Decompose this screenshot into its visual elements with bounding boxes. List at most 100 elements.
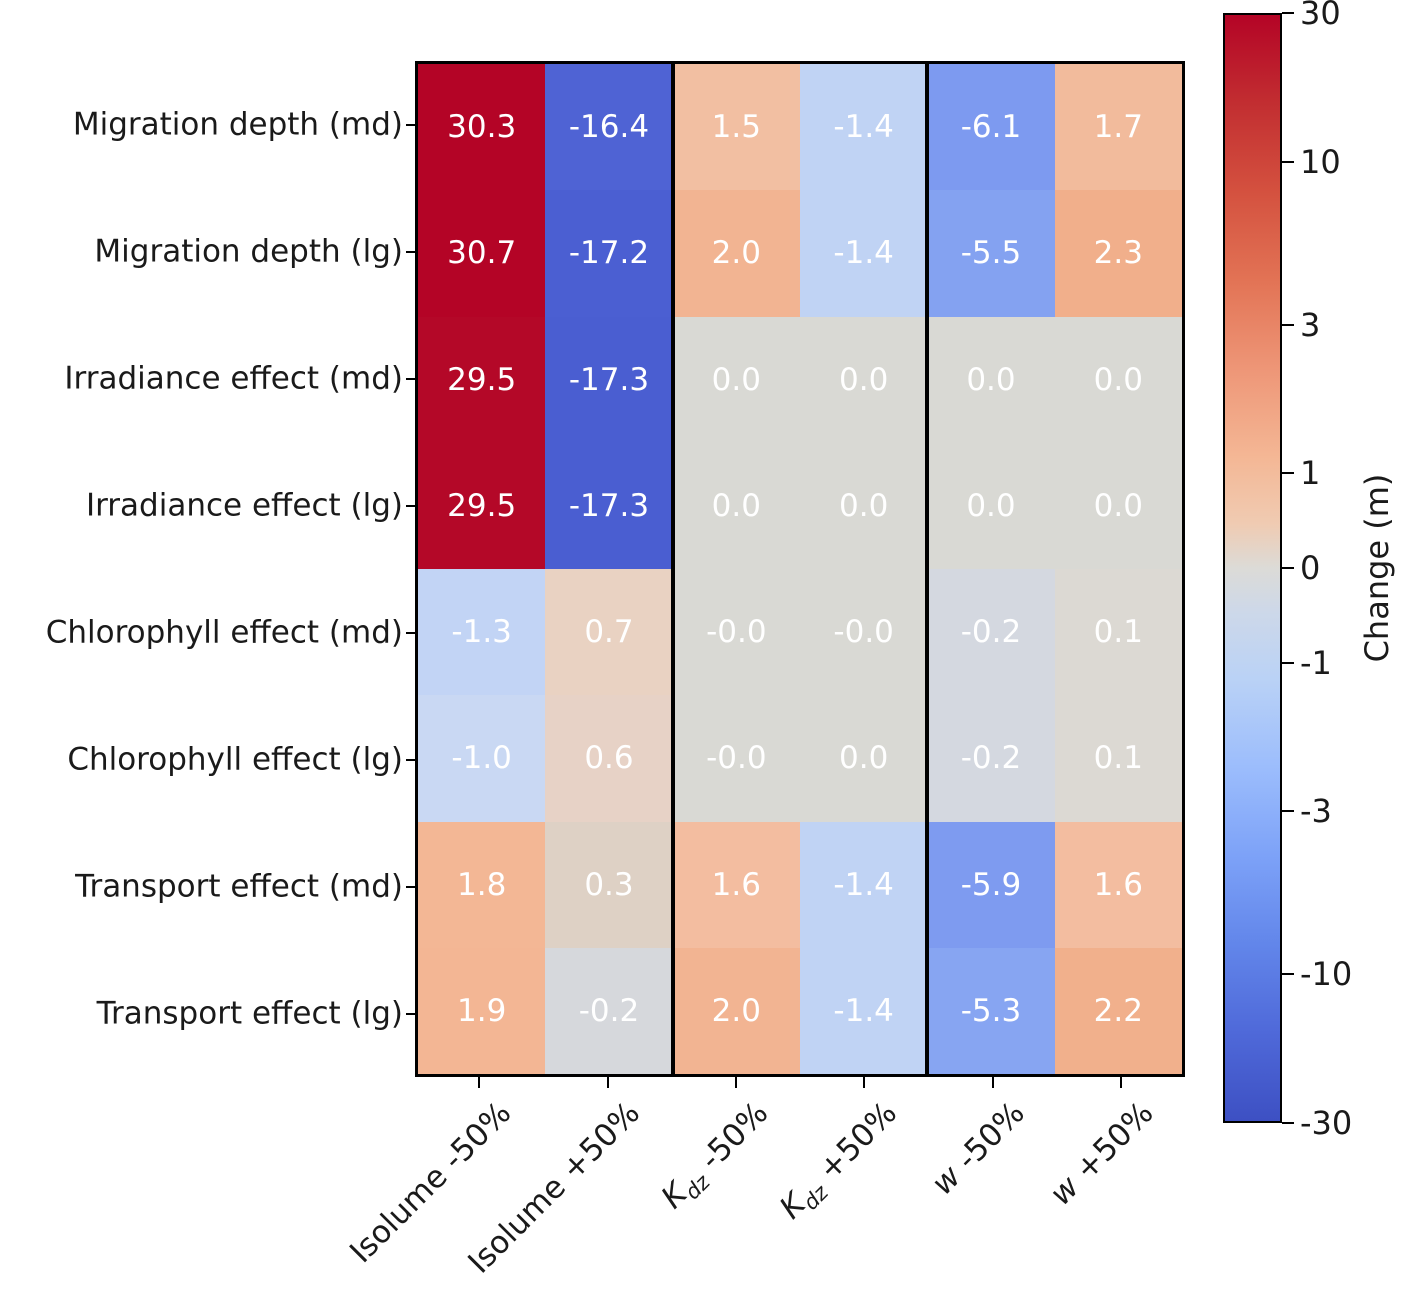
cell-value: -1.0 <box>451 740 512 777</box>
x-tick-mark <box>1119 1077 1122 1088</box>
heatmap-cell: 0.1 <box>1054 569 1182 696</box>
heatmap-cell: 2.3 <box>1054 190 1182 317</box>
heatmap-cell: 1.8 <box>418 821 546 948</box>
heatmap-cell: -17.3 <box>545 316 673 443</box>
cell-value: -17.3 <box>568 487 650 524</box>
heatmap-cell: -0.2 <box>927 695 1055 822</box>
cell-value: 0.1 <box>1093 614 1143 651</box>
column-label: w +50% <box>1042 1095 1161 1213</box>
heatmap-cell: 0.0 <box>1054 442 1182 569</box>
row-label: Transport effect (lg) <box>96 994 403 1031</box>
heatmap-cell: 0.3 <box>545 821 673 948</box>
cell-value: 0.0 <box>966 487 1016 524</box>
heatmap-cell: 2.2 <box>1054 947 1182 1074</box>
cell-value: -0.2 <box>960 740 1022 777</box>
heatmap-cell: 0.6 <box>545 695 673 822</box>
row-label: Chlorophyll effect (md) <box>45 613 403 650</box>
heatmap-cell: -5.3 <box>927 947 1055 1074</box>
y-tick-mark <box>406 377 415 380</box>
cell-value: 1.7 <box>1093 109 1143 146</box>
heatmap-cell: -1.4 <box>800 821 928 948</box>
colorbar-tick-label: -3 <box>1300 792 1332 831</box>
heatmap-cell: -1.0 <box>418 695 546 822</box>
column-label: w -50% <box>924 1095 1032 1202</box>
colorbar-tick-label: 10 <box>1300 142 1341 181</box>
heatmap-cell: 30.3 <box>418 64 546 191</box>
cell-value: 1.6 <box>711 866 761 903</box>
colorbar-tick-mark <box>1282 160 1294 163</box>
cell-value: 0.3 <box>584 866 634 903</box>
cell-value: -1.4 <box>833 866 894 903</box>
heatmap-cell: -5.9 <box>927 821 1055 948</box>
y-tick-mark <box>406 631 415 634</box>
heatmap-cell: 2.0 <box>672 947 800 1074</box>
heatmap-cell: 1.6 <box>1054 821 1182 948</box>
cell-value: 0.1 <box>1093 740 1143 777</box>
cell-value: -5.9 <box>960 866 1022 903</box>
cell-value: 30.7 <box>447 235 517 272</box>
colorbar-tick-label: 3 <box>1300 305 1321 344</box>
y-tick-mark <box>406 885 415 888</box>
x-tick-mark <box>863 1077 866 1088</box>
colorbar-tick-mark <box>1282 471 1294 474</box>
heatmap-cell: -5.5 <box>927 190 1055 317</box>
column-group-separator <box>670 64 675 1074</box>
y-tick-mark <box>406 504 415 507</box>
heatmap-cell: -0.2 <box>927 569 1055 696</box>
colorbar-tick-mark <box>1282 973 1294 976</box>
cell-value: 0.7 <box>584 614 634 651</box>
heatmap-cell: 0.0 <box>800 316 928 443</box>
heatmap-cell: 0.0 <box>927 442 1055 569</box>
heatmap-cell: -1.4 <box>800 947 928 1074</box>
cell-value: 0.0 <box>839 361 889 398</box>
heatmap-cell: 0.0 <box>672 316 800 443</box>
cell-value: 0.0 <box>711 361 761 398</box>
cell-value: -0.0 <box>833 614 894 651</box>
colorbar-tick-mark <box>1282 810 1294 813</box>
heatmap-cell: 1.7 <box>1054 64 1182 191</box>
cell-value: -0.0 <box>706 614 767 651</box>
cell-value: -0.2 <box>960 614 1022 651</box>
cell-value: 0.0 <box>839 740 889 777</box>
heatmap-cell: -0.0 <box>800 569 928 696</box>
column-label: Kdz -50% <box>654 1095 776 1216</box>
column-group-separator <box>925 64 930 1074</box>
heatmap-cell: -0.0 <box>672 695 800 822</box>
colorbar-tick-label: -10 <box>1300 955 1353 994</box>
cell-value: 2.2 <box>1093 992 1143 1029</box>
heatmap-cell: -16.4 <box>545 64 673 191</box>
heatmap-cell: -0.0 <box>672 569 800 696</box>
x-tick-mark <box>991 1077 994 1088</box>
cell-value: 30.3 <box>447 109 517 146</box>
y-tick-mark <box>406 123 415 126</box>
colorbar-tick-mark <box>1282 567 1294 569</box>
heatmap-cell: 0.0 <box>800 695 928 822</box>
x-tick-mark <box>734 1077 737 1088</box>
cell-value: 0.6 <box>584 740 634 777</box>
row-label: Migration depth (lg) <box>94 232 403 269</box>
heatmap-cell: 1.6 <box>672 821 800 948</box>
cell-value: 1.6 <box>1093 866 1143 903</box>
colorbar-tick-mark <box>1282 662 1294 665</box>
heatmap-grid: 30.3 -16.4 1.5 -1.4 -6.1 1.7 30.7 -17.2 2.0 -1.4 -… <box>415 61 1185 1077</box>
y-tick-mark <box>406 758 415 761</box>
colorbar-tick-label: -30 <box>1300 1104 1353 1142</box>
colorbar-axis-label: Change (m) <box>1358 473 1396 663</box>
y-tick-mark <box>406 1012 415 1015</box>
cell-value: -17.3 <box>568 361 650 398</box>
row-label: Migration depth (md) <box>72 105 403 142</box>
heatmap-cell: -17.3 <box>545 442 673 569</box>
cell-value: 1.8 <box>457 866 507 903</box>
colorbar-tick-label: -1 <box>1300 644 1332 683</box>
cell-value: -0.2 <box>578 992 640 1029</box>
cell-value: 0.0 <box>966 361 1016 398</box>
cell-value: 2.0 <box>711 235 761 272</box>
cell-value: 29.5 <box>447 487 517 524</box>
colorbar-tick-mark <box>1282 323 1294 326</box>
heatmap-cell: 1.9 <box>418 947 546 1074</box>
column-label: Kdz +50% <box>772 1095 904 1227</box>
colorbar-tick-label: 30 <box>1300 0 1341 32</box>
cell-value: 1.5 <box>711 109 761 146</box>
colorbar-tick-label: 1 <box>1300 453 1321 492</box>
cell-value: -5.3 <box>960 992 1022 1029</box>
